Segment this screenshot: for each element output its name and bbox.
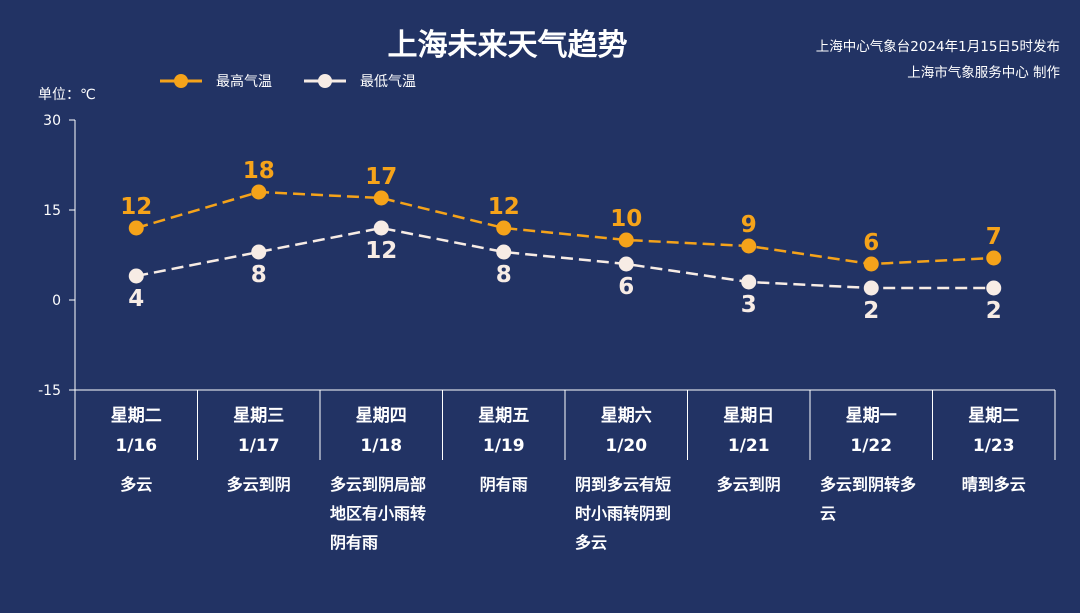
day-weather: 阴到多云有短时小雨转阴到多云: [575, 475, 672, 552]
data-label-high: 6: [863, 230, 879, 256]
data-label-low: 3: [741, 292, 757, 318]
day-weather: 多云到阴局部地区有小雨转阴有雨: [330, 475, 427, 552]
legend-marker-low: [304, 74, 346, 88]
data-label-low: 2: [986, 298, 1002, 324]
day-weekday: 星期一: [845, 406, 897, 426]
data-point-low: [496, 244, 512, 260]
data-point-high: [741, 238, 757, 254]
data-label-low: 8: [496, 262, 512, 288]
data-label-low: 2: [863, 298, 879, 324]
legend-label-low: 最低气温: [360, 74, 416, 90]
data-point-high: [618, 232, 634, 248]
legend-item-high: 最高气温: [160, 71, 272, 91]
data-label-high: 10: [610, 206, 642, 232]
day-weather: 阴有雨: [479, 475, 528, 494]
day-weather: 多云: [120, 475, 153, 494]
data-label-low: 8: [251, 262, 267, 288]
legend-marker-high: [160, 74, 202, 88]
day-date: 1/21: [727, 436, 770, 456]
data-point-high: [251, 184, 267, 200]
day-weather: 多云到阴: [716, 475, 781, 494]
data-label-high: 17: [365, 164, 397, 190]
day-weather: 多云到阴转多云: [820, 475, 917, 523]
data-label-low: 12: [365, 238, 397, 264]
publish-info: 上海中心气象台2024年1月15日5时发布: [815, 39, 1060, 55]
data-label-low: 6: [618, 274, 634, 300]
legend: 最高气温 最低气温: [160, 70, 448, 92]
day-column: 星期五 1/19 阴有雨: [443, 390, 566, 499]
day-weekday: 星期二: [968, 406, 1020, 426]
chart-title: 上海未来天气趋势: [387, 28, 628, 63]
day-date: 1/18: [360, 436, 403, 456]
day-column: 星期日 1/21 多云到阴: [688, 390, 811, 499]
day-date: 1/19: [482, 436, 525, 456]
day-weather: 多云到阴: [226, 475, 291, 494]
data-point-low: [741, 274, 757, 290]
day-column: 星期一 1/22 多云到阴转多云: [810, 390, 933, 528]
day-column: 星期二 1/16 多云: [75, 390, 198, 499]
day-weekday: 星期二: [110, 406, 162, 426]
day-date: 1/23: [972, 436, 1015, 456]
data-point-high: [373, 190, 389, 206]
day-weekday: 星期四: [355, 406, 407, 426]
data-point-high: [986, 250, 1002, 266]
y-tick-label: -15: [38, 383, 61, 399]
day-column: 星期六 1/20 阴到多云有短时小雨转阴到多云: [565, 390, 688, 557]
y-tick-label: 0: [52, 293, 61, 309]
day-weekday: 星期六: [600, 406, 652, 426]
day-weekday: 星期日: [723, 406, 775, 426]
data-point-low: [128, 268, 144, 284]
data-point-low: [863, 280, 879, 296]
data-point-high: [496, 220, 512, 236]
data-point-low: [618, 256, 634, 272]
data-point-high: [128, 220, 144, 236]
unit-label: 单位：℃: [38, 87, 96, 103]
day-column: 星期四 1/18 多云到阴局部地区有小雨转阴有雨: [320, 390, 443, 557]
data-label-low: 4: [128, 286, 144, 312]
source-info: 上海中心气象台2024年1月15日5时发布 上海市气象服务中心 制作: [816, 34, 1060, 86]
data-label-high: 9: [741, 212, 757, 238]
day-date: 1/22: [850, 436, 893, 456]
legend-item-low: 最低气温: [304, 71, 416, 91]
data-label-high: 18: [243, 158, 275, 184]
legend-label-high: 最高气温: [216, 74, 272, 90]
day-date: 1/20: [605, 436, 648, 456]
data-label-high: 7: [986, 224, 1002, 250]
day-weather: 晴到多云: [961, 475, 1026, 494]
data-point-low: [251, 244, 267, 260]
day-column: 星期二 1/23 晴到多云: [933, 390, 1056, 499]
day-date: 1/16: [115, 436, 158, 456]
data-point-low: [373, 220, 389, 236]
data-point-high: [863, 256, 879, 272]
day-date: 1/17: [237, 436, 280, 456]
data-label-high: 12: [488, 194, 520, 220]
day-column: 星期三 1/17 多云到阴: [198, 390, 321, 499]
y-tick-label: 30: [43, 113, 61, 129]
day-weekday: 星期五: [478, 406, 530, 426]
data-point-low: [986, 280, 1002, 296]
series-line-low: [136, 226, 994, 290]
day-weekday: 星期三: [233, 406, 285, 426]
data-label-high: 12: [120, 194, 152, 220]
series-line-high: [135, 190, 994, 266]
producer-info: 上海市气象服务中心 制作: [907, 65, 1060, 81]
y-tick-label: 15: [43, 203, 61, 219]
